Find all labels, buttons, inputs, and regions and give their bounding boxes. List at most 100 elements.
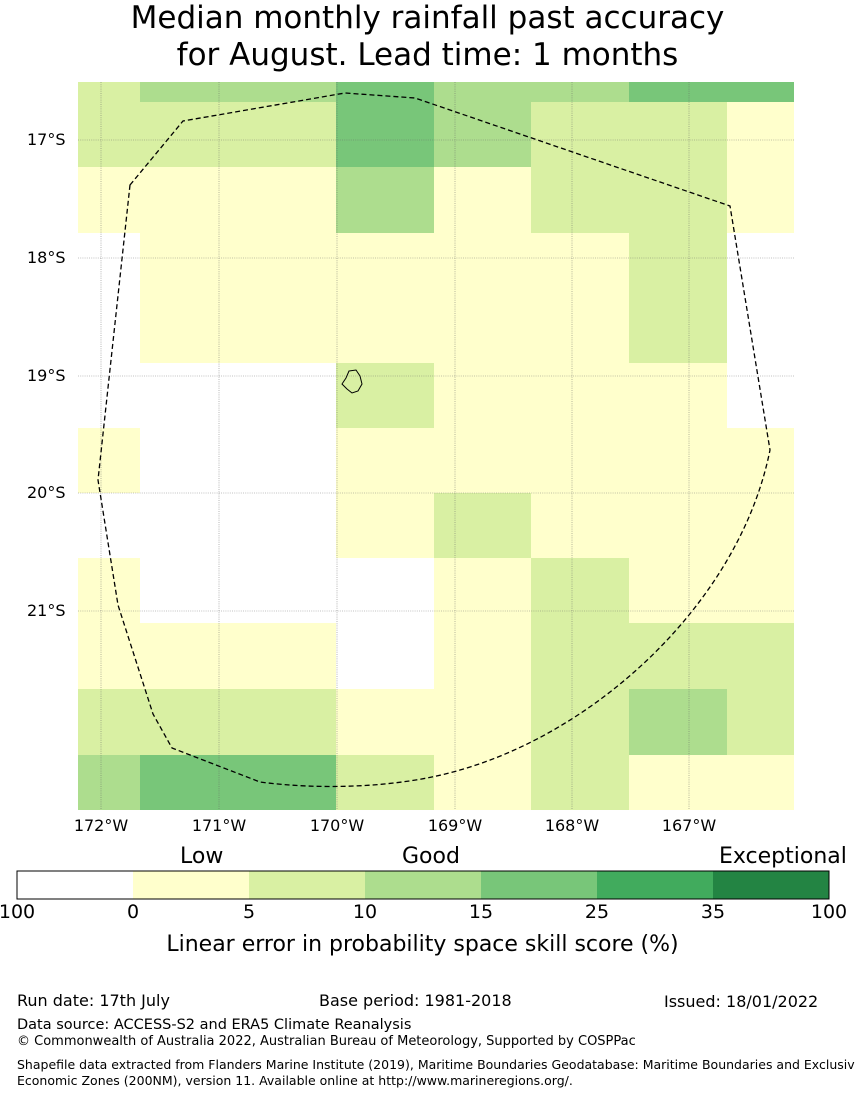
grid-cell [629, 558, 727, 623]
grid-cell [336, 363, 434, 428]
grid-cell [727, 102, 794, 167]
colorbar-label: Linear error in probability space skill … [166, 932, 679, 957]
grid-cell [238, 493, 336, 558]
grid-cell [78, 363, 140, 428]
lat-label-17s: 17°S [27, 130, 66, 149]
grid-cell [140, 755, 238, 810]
legend-category-exceptional: Exceptional [719, 844, 847, 869]
grid-cell [629, 363, 727, 428]
colorbar-segment-6 [713, 871, 829, 899]
niue-island-outline [341, 369, 363, 394]
grid-cell [238, 558, 336, 623]
grid-cell [434, 363, 531, 428]
lon-label-172w: 172°W [73, 816, 129, 835]
lat-label-20s: 20°S [27, 483, 66, 502]
grid-cell [727, 428, 794, 493]
grid-cell [140, 689, 238, 755]
grid-cell [727, 298, 794, 363]
grid-cell [531, 428, 629, 493]
grid-cell [531, 298, 629, 363]
grid-cell [434, 82, 531, 102]
grid-cell [629, 82, 727, 102]
chart-title: Median monthly rainfall past accuracy fo… [0, 0, 855, 74]
grid-cell [727, 82, 794, 102]
colorbar-segment-0 [17, 871, 133, 899]
grid-cell [629, 102, 727, 167]
base-period: Base period: 1981-2018 [319, 991, 512, 1010]
eez-boundary-line [97, 92, 771, 788]
lon-label-170w: 170°W [309, 816, 365, 835]
grid-cell [78, 298, 140, 363]
grid-cell [531, 233, 629, 298]
grid-cell [531, 167, 629, 233]
grid-cell [629, 689, 727, 755]
grid-cell [238, 82, 336, 102]
grid-cell [434, 493, 531, 558]
colorbar-tick-7: 100 [810, 901, 848, 923]
grid-cell [336, 558, 434, 623]
grid-cell [629, 623, 727, 689]
grid-cell [727, 755, 794, 810]
grid-cell [238, 428, 336, 493]
grid-cell [78, 102, 140, 167]
grid-cell [727, 493, 794, 558]
grid-cell [727, 623, 794, 689]
lat-label-21s: 21°S [27, 601, 66, 620]
grid-cell [238, 363, 336, 428]
grid-cell [629, 428, 727, 493]
grid-cell [336, 689, 434, 755]
legend-colorbar [16, 870, 830, 900]
lon-label-167w: 167°W [661, 816, 717, 835]
grid-cell [336, 298, 434, 363]
colorbar-segment-2 [249, 871, 365, 899]
grid-cell [140, 493, 238, 558]
grid-cell [434, 428, 531, 493]
colorbar-segment-1 [133, 871, 249, 899]
grid-cell [434, 167, 531, 233]
grid-cell [238, 755, 336, 810]
grid-cell [531, 493, 629, 558]
grid-cell [434, 623, 531, 689]
lon-label-169w: 169°W [427, 816, 483, 835]
grid-cell [238, 298, 336, 363]
run-date: Run date: 17th July [17, 991, 170, 1010]
grid-cell [140, 558, 238, 623]
colorbar-segment-3 [365, 871, 481, 899]
shapefile-credit-line-2: Economic Zones (200NM), version 11. Avai… [17, 1073, 573, 1088]
grid-cell [78, 82, 140, 102]
grid-cell [336, 755, 434, 810]
shapefile-credit-line-1: Shapefile data extracted from Flanders M… [17, 1057, 855, 1072]
grid-cell [78, 428, 140, 493]
colorbar-tick-3: 10 [352, 901, 378, 923]
colorbar-tick-2: 5 [242, 901, 256, 923]
grid-cell [629, 298, 727, 363]
issued-date: Issued: 18/01/2022 [664, 992, 819, 1011]
grid-cell [140, 167, 238, 233]
title-line-2: for August. Lead time: 1 months [176, 37, 679, 73]
colorbar-border [16, 870, 830, 900]
grid-cell [629, 167, 727, 233]
grid-cell [78, 623, 140, 689]
grid-cell [140, 233, 238, 298]
grid-cell [727, 233, 794, 298]
grid-cell [140, 428, 238, 493]
legend-category-low: Low [180, 844, 224, 869]
colorbar-tick-1: 0 [126, 901, 140, 923]
grid-cell [629, 493, 727, 558]
skill-score-map [78, 82, 794, 810]
grid-cell [336, 102, 434, 167]
grid-cell [78, 493, 140, 558]
grid-cell [531, 82, 629, 102]
grid-cell [238, 233, 336, 298]
grid-cell [531, 689, 629, 755]
grid-cell [140, 82, 238, 102]
grid-cell [434, 298, 531, 363]
colorbar-segment-5 [597, 871, 713, 899]
grid-cell [629, 755, 727, 810]
colorbar-tick-5: 25 [584, 901, 610, 923]
grid-cell [629, 233, 727, 298]
grid-cell [434, 102, 531, 167]
data-source: Data source: ACCESS-S2 and ERA5 Climate … [17, 1017, 412, 1033]
lon-label-168w: 168°W [544, 816, 600, 835]
grid-cell [78, 689, 140, 755]
